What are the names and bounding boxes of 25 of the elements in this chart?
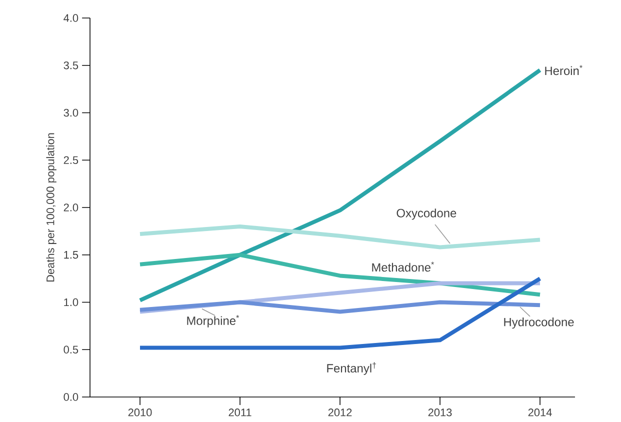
y-tick-label: 2.5 <box>64 156 78 164</box>
line-series <box>138 252 542 297</box>
x-tick-label: 2012 <box>328 408 352 416</box>
series-label: Methadone$^{*}$ <box>372 262 434 272</box>
y-tick-label: 4.0 <box>64 14 78 22</box>
line-series <box>138 224 542 250</box>
series-label: Morphine$^{*}$ <box>187 315 240 328</box>
y-tick-label: 3.0 <box>64 108 78 117</box>
y-tick-label: 2.0 <box>64 204 78 212</box>
series-label: Heroin$^{*}$ <box>545 65 582 76</box>
y-tick-label: 1.5 <box>64 251 78 259</box>
x-tick-label: 2010 <box>128 408 152 416</box>
line-series <box>138 300 542 314</box>
y-axis-title: Deaths per 100,000 population <box>46 133 56 282</box>
y-tick-label: 0.0 <box>64 393 78 401</box>
x-tick-label: 2011 <box>228 408 252 416</box>
series-label: Hydrocodone <box>504 318 574 329</box>
y-tick-label: 0.5 <box>64 346 78 354</box>
y-tick-label: 1.0 <box>64 298 78 306</box>
x-tick-label: 2014 <box>528 408 552 416</box>
y-tick-label: 3.5 <box>64 62 78 70</box>
line-series <box>138 68 542 302</box>
series-label: Fentanyl$^{†}$ <box>327 362 376 375</box>
x-tick-label: 2013 <box>428 408 452 416</box>
series-label: Oxycodone <box>396 208 456 220</box>
